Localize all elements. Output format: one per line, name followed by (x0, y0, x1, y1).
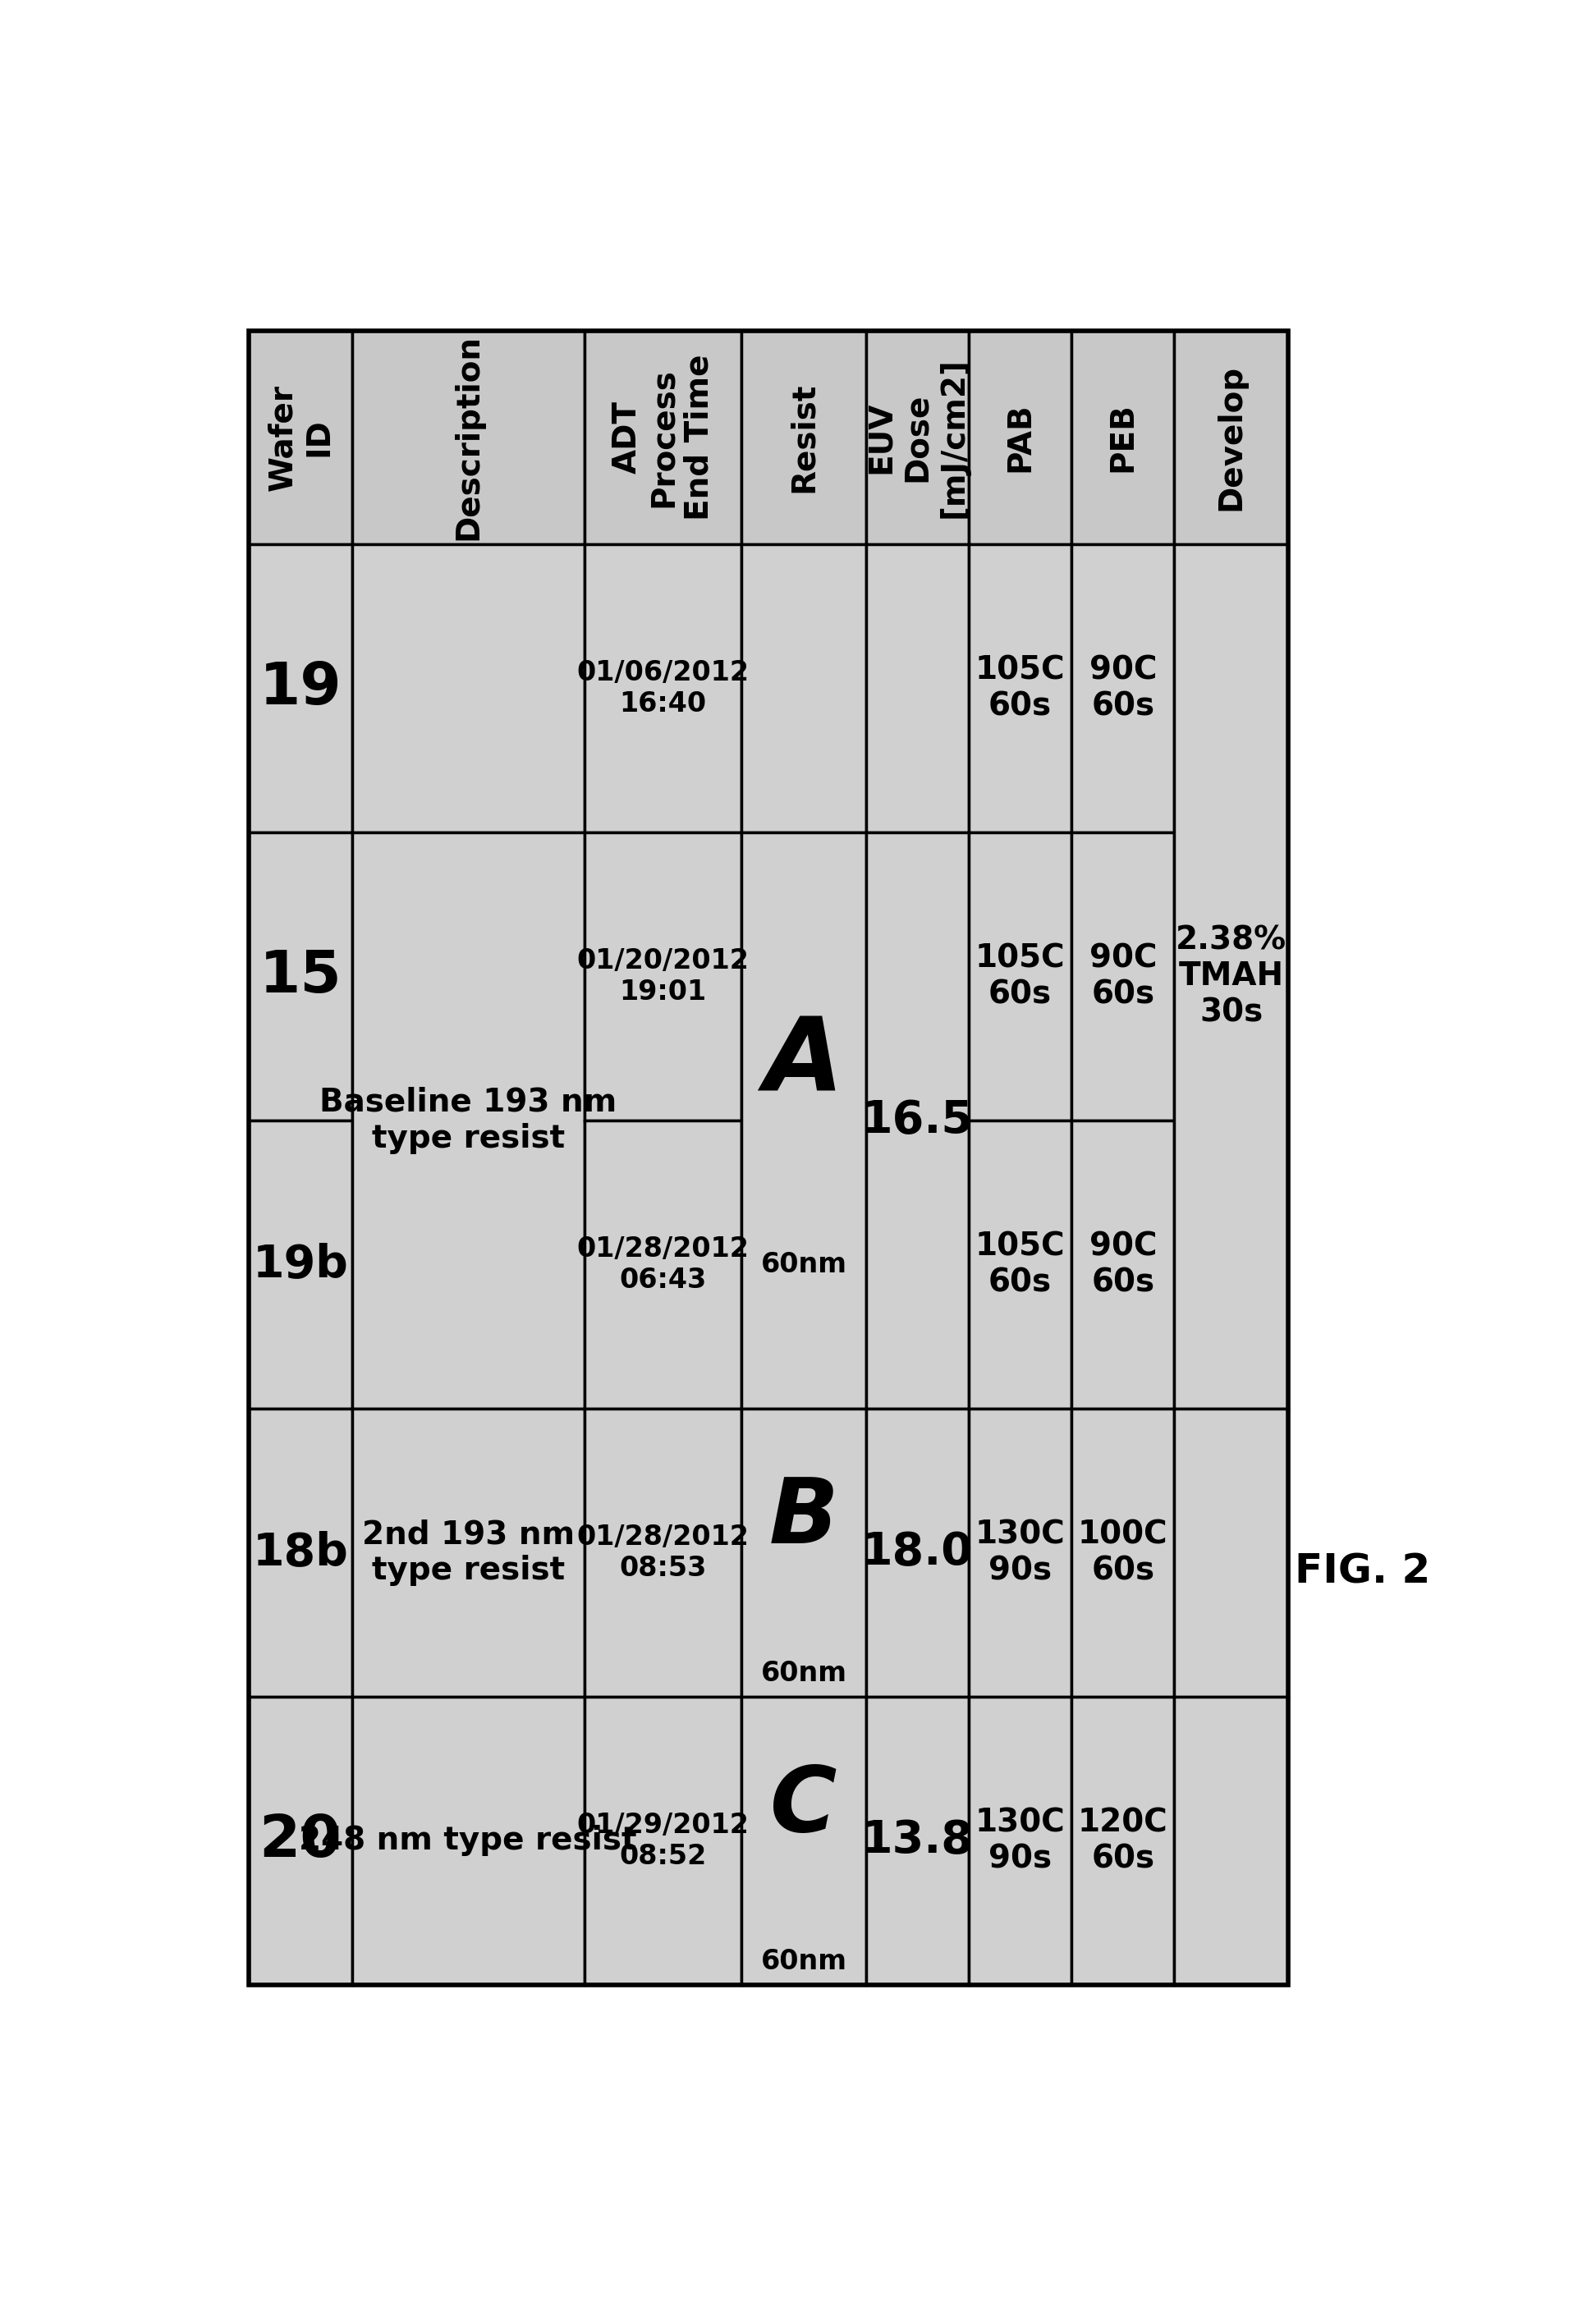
Text: PEB: PEB (1108, 402, 1138, 471)
Text: 2.38%
TMAH
30s: 2.38% TMAH 30s (1176, 924, 1286, 1028)
Bar (969, 545, 1071, 832)
Bar (584, 1120, 742, 1409)
Bar (742, 1696, 867, 1984)
Text: Wafer
ID: Wafer ID (267, 383, 334, 490)
Bar (249, 330, 351, 545)
Bar (1175, 1409, 1288, 1696)
Text: 13.8: 13.8 (862, 1818, 974, 1862)
Text: 19b: 19b (252, 1243, 348, 1287)
Bar (351, 330, 584, 545)
Text: 130C
90s: 130C 90s (975, 1520, 1065, 1587)
Text: 60nm: 60nm (761, 1661, 847, 1686)
Text: ADT
Process
End Time: ADT Process End Time (611, 353, 715, 520)
Bar (249, 1120, 351, 1409)
Bar (1071, 330, 1175, 545)
Bar (867, 545, 969, 832)
Text: C: C (771, 1763, 838, 1850)
Bar (1071, 1409, 1175, 1696)
Bar (867, 832, 969, 1409)
Text: 01/29/2012
08:52: 01/29/2012 08:52 (576, 1811, 749, 1869)
Text: 105C
60s: 105C 60s (975, 942, 1065, 1009)
Bar (351, 1409, 584, 1696)
Bar (969, 832, 1071, 1120)
Text: 248 nm type resist: 248 nm type resist (298, 1825, 637, 1857)
Bar (969, 1696, 1071, 1984)
Bar (249, 1696, 351, 1984)
Text: 01/06/2012
16:40: 01/06/2012 16:40 (576, 658, 749, 718)
Text: 18.0: 18.0 (862, 1529, 974, 1575)
Bar (1175, 1696, 1288, 1984)
Text: Description: Description (453, 335, 484, 541)
Text: 2nd 193 nm
type resist: 2nd 193 nm type resist (362, 1520, 575, 1587)
Bar (584, 1409, 742, 1696)
Bar (584, 545, 742, 832)
Text: EUV
Dose
[mJ/cm2]: EUV Dose [mJ/cm2] (865, 356, 969, 517)
Bar (584, 1696, 742, 1984)
Bar (969, 1409, 1071, 1696)
Bar (351, 832, 584, 1409)
Bar (351, 1696, 584, 1984)
Text: 100C
60s: 100C 60s (1077, 1520, 1168, 1587)
Text: 18b: 18b (252, 1529, 348, 1575)
Text: 105C
60s: 105C 60s (975, 1231, 1065, 1298)
Text: Resist: Resist (788, 381, 819, 492)
Text: 01/20/2012
19:01: 01/20/2012 19:01 (576, 947, 749, 1005)
Text: B: B (769, 1474, 838, 1562)
Bar (742, 545, 867, 832)
Bar (969, 330, 1071, 545)
Bar (1071, 1120, 1175, 1409)
Bar (584, 330, 742, 545)
Bar (584, 832, 742, 1120)
Text: PAB: PAB (1004, 402, 1036, 471)
Bar (867, 330, 969, 545)
Text: 90C
60s: 90C 60s (1088, 942, 1157, 1009)
Bar (1175, 545, 1288, 1409)
Text: 60nm: 60nm (761, 1947, 847, 1975)
Text: 120C
60s: 120C 60s (1077, 1806, 1168, 1873)
Text: 01/28/2012
08:53: 01/28/2012 08:53 (576, 1522, 749, 1582)
Bar (1071, 1696, 1175, 1984)
Text: Baseline 193 nm
type resist: Baseline 193 nm type resist (319, 1086, 616, 1155)
Text: 19: 19 (259, 661, 342, 716)
Bar (249, 1409, 351, 1696)
Bar (1175, 330, 1288, 545)
Bar (249, 832, 351, 1120)
Bar (249, 330, 1288, 1984)
Text: FIG. 2: FIG. 2 (1294, 1552, 1430, 1592)
Text: 16.5: 16.5 (862, 1097, 974, 1143)
Text: Develop: Develop (1216, 365, 1246, 511)
Bar (1071, 545, 1175, 832)
Bar (969, 1120, 1071, 1409)
Bar (249, 545, 351, 832)
Text: 90C
60s: 90C 60s (1088, 654, 1157, 721)
Text: 20: 20 (259, 1813, 342, 1869)
Bar (867, 1409, 969, 1696)
Bar (742, 330, 867, 545)
Text: 90C
60s: 90C 60s (1088, 1231, 1157, 1298)
Text: 60nm: 60nm (761, 1250, 847, 1277)
Text: A: A (764, 1014, 843, 1113)
Bar (742, 832, 867, 1409)
Bar (867, 1696, 969, 1984)
Bar (742, 1409, 867, 1696)
Text: 15: 15 (259, 947, 342, 1005)
Bar (1071, 832, 1175, 1120)
Bar (351, 545, 584, 832)
Text: 105C
60s: 105C 60s (975, 654, 1065, 721)
Text: 01/28/2012
06:43: 01/28/2012 06:43 (576, 1236, 749, 1294)
Text: 130C
90s: 130C 90s (975, 1806, 1065, 1873)
